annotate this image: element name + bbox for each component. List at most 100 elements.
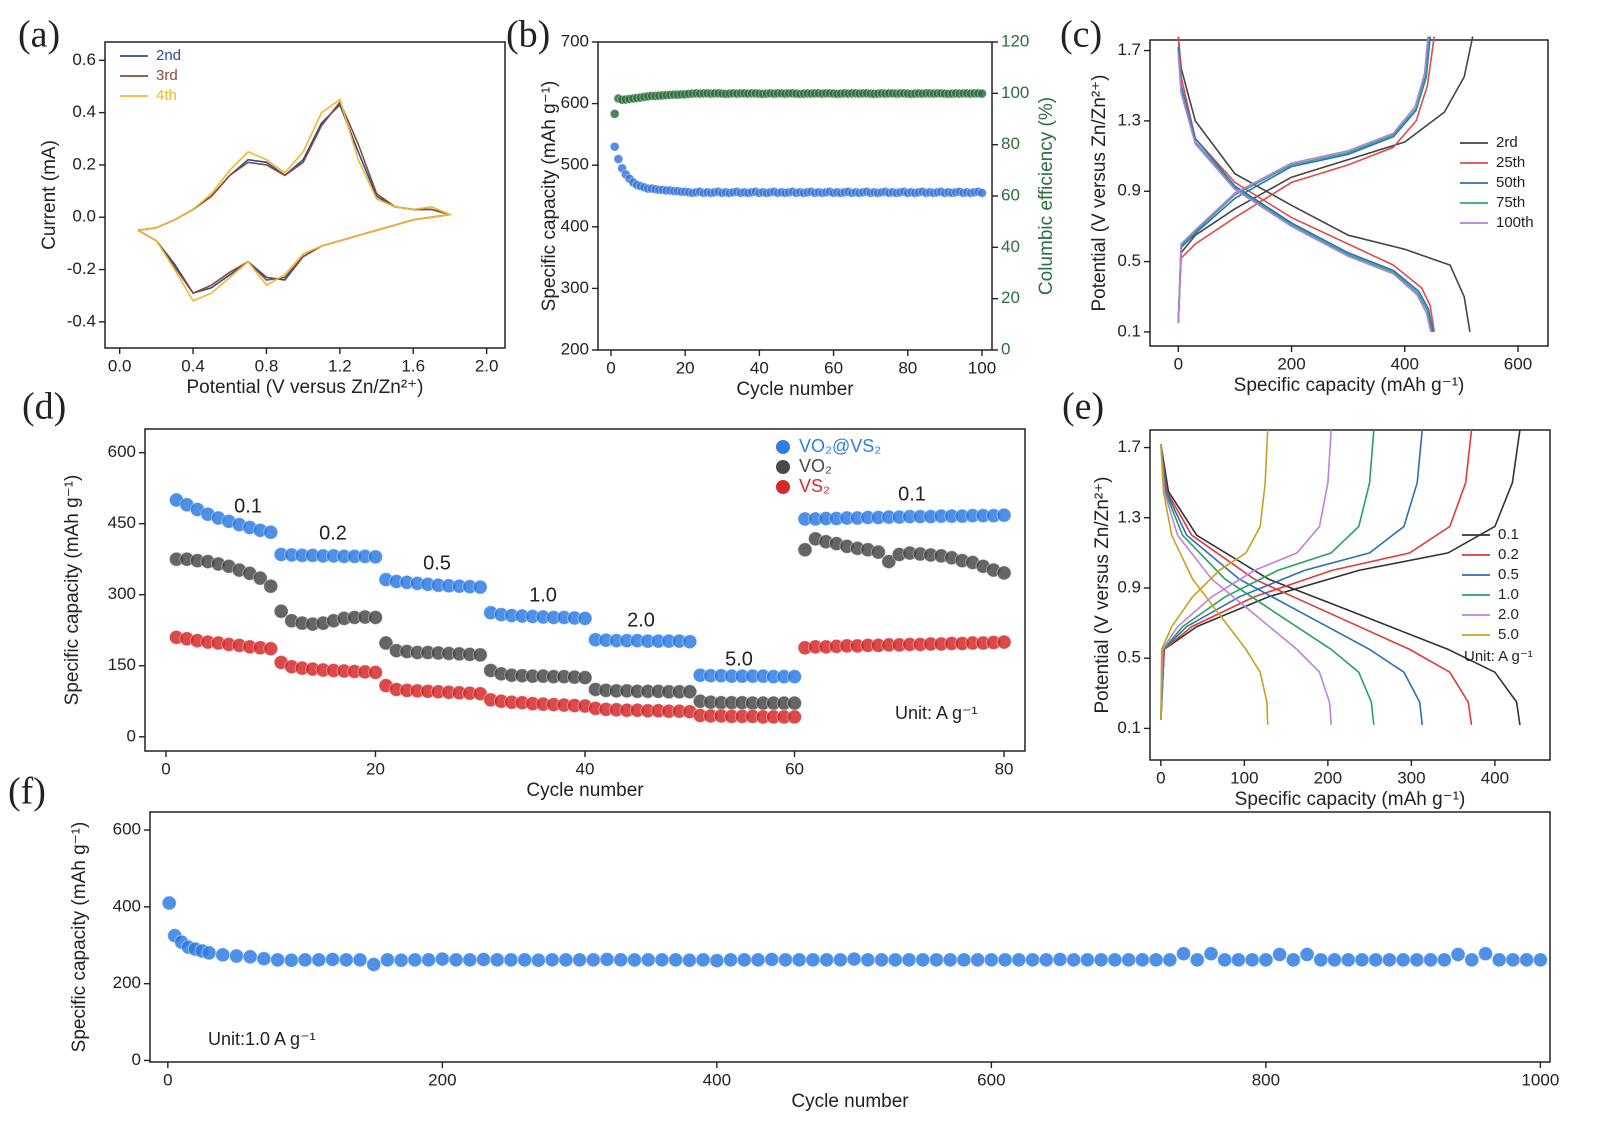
data-point xyxy=(489,952,505,968)
data-point xyxy=(283,952,299,968)
y-tick-label: 0.2 xyxy=(72,154,96,173)
legend-label: 4th xyxy=(156,87,177,104)
x-tick-label: 100 xyxy=(1230,768,1258,787)
unit-label: Unit: A g⁻¹ xyxy=(1464,648,1533,665)
rate-label: 0.5 xyxy=(423,552,451,574)
x-axis-title: Cycle number xyxy=(526,780,644,801)
data-point xyxy=(791,952,807,968)
data-point xyxy=(599,951,615,967)
data-point xyxy=(577,610,593,626)
data-point xyxy=(1395,952,1411,968)
data-point xyxy=(1354,952,1370,968)
y-tick-label: 450 xyxy=(108,513,136,532)
y-tick-label: 500 xyxy=(561,155,589,174)
data-point xyxy=(736,952,752,968)
data-point xyxy=(1409,952,1425,968)
plot-frame xyxy=(149,811,1551,1063)
y2-tick-label: 80 xyxy=(1001,134,1020,153)
x-tick-label: 0 xyxy=(161,759,170,778)
data-point xyxy=(273,603,289,619)
series-line xyxy=(1160,429,1521,726)
x-axis-title: Cycle number xyxy=(791,1091,909,1112)
plot-frame xyxy=(104,41,506,349)
rate-label: 5.0 xyxy=(725,648,753,670)
data-point xyxy=(682,634,698,650)
y-axis-title: Current (mA) xyxy=(39,140,60,250)
panel-label: (c) xyxy=(1060,14,1102,56)
y-tick-label: 400 xyxy=(561,216,589,235)
data-point xyxy=(1519,952,1535,968)
x-tick-label: 200 xyxy=(1277,354,1305,373)
data-point xyxy=(1313,952,1329,968)
data-point xyxy=(201,945,217,961)
x-tick-label: 0 xyxy=(1156,768,1165,787)
y-tick-label: 0 xyxy=(127,726,136,745)
unit-label: Unit: A g⁻¹ xyxy=(895,703,978,723)
legend-marker xyxy=(776,440,790,454)
legend-label: 2rd xyxy=(1496,134,1518,151)
y-axis-title: Specific capacity (mAh g⁻¹) xyxy=(539,81,560,312)
data-point xyxy=(379,952,395,968)
x-tick-label: 40 xyxy=(750,358,769,377)
data-point xyxy=(1244,952,1260,968)
y-tick-label: 0.1 xyxy=(1117,718,1141,737)
data-point xyxy=(787,695,803,711)
data-point xyxy=(846,951,862,967)
data-point xyxy=(1505,952,1521,968)
panel-label: (a) xyxy=(18,14,60,56)
data-point xyxy=(681,952,697,968)
data-point xyxy=(462,952,478,968)
y-axis-title: Potential (V versus Zn/Zn²⁺) xyxy=(1092,476,1113,713)
data-point xyxy=(367,609,383,625)
series-line xyxy=(1160,429,1473,726)
rate-label: 0.1 xyxy=(234,495,262,517)
x-tick-label: 1.2 xyxy=(328,356,352,375)
data-point xyxy=(832,952,848,968)
data-point xyxy=(870,544,886,560)
data-point xyxy=(393,952,409,968)
data-point xyxy=(1491,952,1507,968)
data-point xyxy=(378,635,394,651)
data-point xyxy=(270,952,286,968)
series-line xyxy=(1160,429,1269,725)
y2-tick-label: 40 xyxy=(1001,237,1020,256)
data-point xyxy=(1436,952,1452,968)
data-point xyxy=(1258,952,1274,968)
y-tick-label: 600 xyxy=(113,820,141,839)
data-point xyxy=(407,952,423,968)
data-point xyxy=(252,570,268,586)
data-point xyxy=(668,952,684,968)
data-point xyxy=(1079,952,1095,968)
x-tick-label: 80 xyxy=(995,759,1014,778)
data-point xyxy=(787,669,803,685)
data-point xyxy=(709,953,725,969)
x-tick-label: 60 xyxy=(824,358,843,377)
y-tick-label: 0.5 xyxy=(1117,648,1141,667)
data-point xyxy=(1285,952,1301,968)
data-point xyxy=(1203,946,1219,962)
data-point xyxy=(609,141,620,152)
data-point xyxy=(976,187,987,198)
y2-tick-label: 20 xyxy=(1001,288,1020,307)
data-point xyxy=(1134,952,1150,968)
legend-marker xyxy=(776,480,790,494)
data-point xyxy=(544,952,560,968)
y-tick-label: 0.9 xyxy=(1117,181,1141,200)
data-point xyxy=(1066,952,1082,968)
data-point xyxy=(421,952,437,968)
data-point xyxy=(434,951,450,967)
x-tick-label: 400 xyxy=(1391,354,1419,373)
legend-label: 5.0 xyxy=(1498,626,1519,643)
data-point xyxy=(256,951,272,967)
unit-label: Unit:1.0 A g⁻¹ xyxy=(208,1029,316,1049)
x-tick-label: 0 xyxy=(606,358,615,377)
data-point xyxy=(881,554,897,570)
x-tick-label: 1.6 xyxy=(401,356,425,375)
plot-frame xyxy=(1149,39,1549,347)
legend-label: 25th xyxy=(1496,154,1525,171)
y-tick-label: 200 xyxy=(113,973,141,992)
x-tick-label: 200 xyxy=(1314,768,1342,787)
y-tick-label: 400 xyxy=(113,896,141,915)
data-point xyxy=(367,664,383,680)
